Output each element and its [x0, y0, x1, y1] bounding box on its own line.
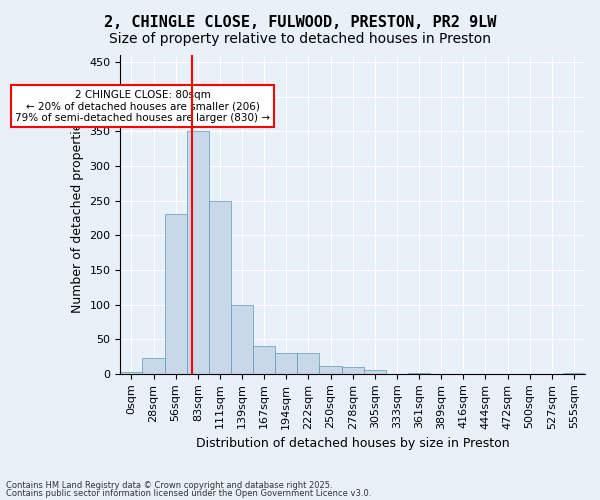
Bar — [364, 370, 386, 374]
Text: Contains HM Land Registry data © Crown copyright and database right 2025.: Contains HM Land Registry data © Crown c… — [6, 481, 332, 490]
Bar — [187, 131, 209, 374]
Bar — [319, 366, 341, 374]
Bar — [298, 353, 319, 374]
Text: Size of property relative to detached houses in Preston: Size of property relative to detached ho… — [109, 32, 491, 46]
X-axis label: Distribution of detached houses by size in Preston: Distribution of detached houses by size … — [196, 437, 509, 450]
Text: Contains public sector information licensed under the Open Government Licence v3: Contains public sector information licen… — [6, 488, 371, 498]
Bar — [209, 200, 231, 374]
Bar — [275, 353, 298, 374]
Bar — [563, 373, 585, 374]
Bar — [231, 304, 253, 374]
Bar — [341, 367, 364, 374]
Bar — [121, 372, 142, 374]
Bar — [164, 214, 187, 374]
Bar — [142, 358, 164, 374]
Text: 2 CHINGLE CLOSE: 80sqm
← 20% of detached houses are smaller (206)
79% of semi-de: 2 CHINGLE CLOSE: 80sqm ← 20% of detached… — [15, 90, 270, 123]
Y-axis label: Number of detached properties: Number of detached properties — [71, 116, 84, 313]
Bar — [408, 373, 430, 374]
Text: 2, CHINGLE CLOSE, FULWOOD, PRESTON, PR2 9LW: 2, CHINGLE CLOSE, FULWOOD, PRESTON, PR2 … — [104, 15, 496, 30]
Bar — [253, 346, 275, 374]
